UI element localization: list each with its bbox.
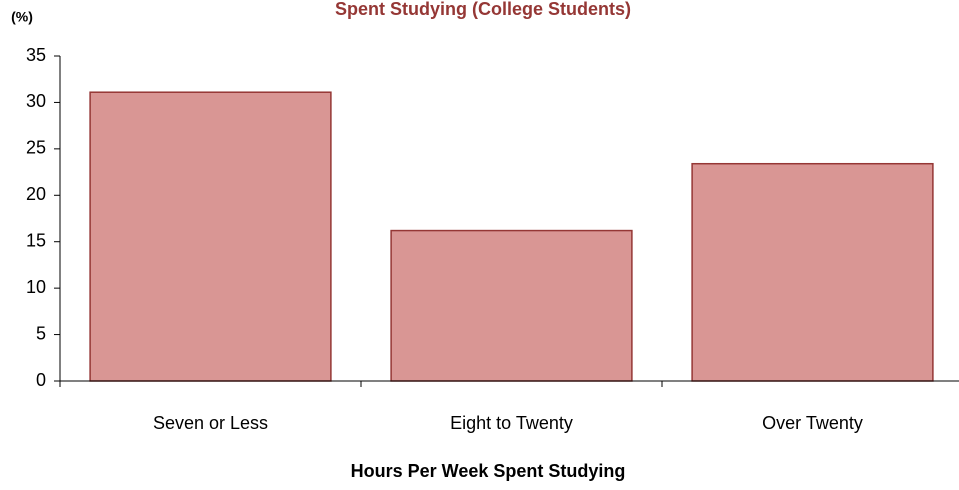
bar: [390, 229, 633, 382]
x-tick-label: Over Twenty: [762, 413, 863, 433]
bar: [89, 91, 332, 382]
y-tick-label: 20: [26, 184, 46, 204]
y-tick-label: 25: [26, 138, 46, 158]
y-tick-label: 0: [36, 370, 46, 390]
x-tick-label: Seven or Less: [153, 413, 268, 433]
y-tick-label: 5: [36, 323, 46, 343]
y-tick-label: 30: [26, 91, 46, 111]
bar: [691, 162, 934, 382]
y-axis-label: (%): [11, 9, 33, 25]
y-tick-label: 35: [26, 45, 46, 65]
y-tick-label: 10: [26, 277, 46, 297]
x-tick-label: Eight to Twenty: [450, 413, 573, 433]
x-axis-label: Hours Per Week Spent Studying: [351, 461, 626, 481]
chart-title: Spent Studying (College Students): [335, 0, 631, 19]
y-tick-label: 15: [26, 230, 46, 250]
